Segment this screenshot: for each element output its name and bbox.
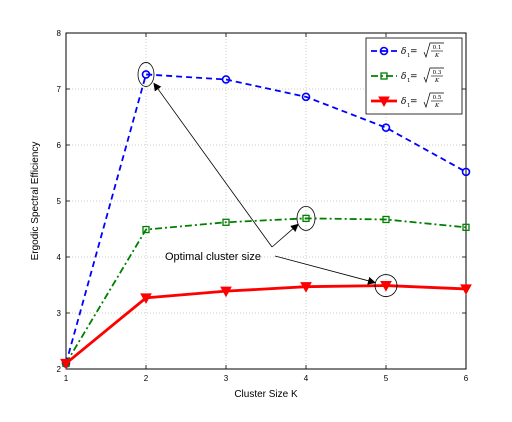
legend-marker bbox=[380, 72, 388, 80]
y-tick-label: 6 bbox=[57, 141, 62, 150]
data-point bbox=[141, 70, 151, 79]
legend-sqrt bbox=[423, 92, 444, 109]
series-3 bbox=[60, 281, 472, 370]
legend-numerator: 0.5 bbox=[433, 95, 442, 101]
x-tick-label: 1 bbox=[64, 374, 69, 383]
annotation-arrow bbox=[271, 223, 299, 248]
legend-subscript: 1 bbox=[407, 103, 411, 109]
series-line bbox=[65, 284, 467, 365]
x-axis-label: Cluster Size K bbox=[234, 389, 298, 400]
data-point bbox=[220, 286, 232, 298]
y-axis-label: Ergodic Spectral Efficiency bbox=[30, 142, 41, 261]
annotation: Optimal cluster size bbox=[137, 62, 398, 297]
series-1 bbox=[61, 70, 471, 368]
x-tick-label: 2 bbox=[144, 374, 149, 383]
legend-sqrt bbox=[423, 42, 444, 59]
data-point bbox=[142, 225, 150, 234]
x-tick-label: 4 bbox=[304, 374, 309, 383]
legend-equals: = bbox=[410, 97, 418, 107]
legend-subscript: 1 bbox=[407, 53, 411, 59]
data-point bbox=[301, 92, 311, 102]
legend-symbol: δ bbox=[401, 47, 406, 57]
y-tick-label: 3 bbox=[57, 309, 62, 318]
legend-denominator: K bbox=[434, 103, 440, 109]
data-point bbox=[460, 284, 472, 295]
legend-symbol: δ bbox=[401, 97, 406, 107]
legend-denominator: K bbox=[434, 78, 440, 84]
annotation-text: Optimal cluster size bbox=[165, 251, 261, 263]
annotation-arrow bbox=[274, 255, 376, 285]
data-point bbox=[302, 214, 310, 223]
highlight-ellipse bbox=[296, 205, 316, 231]
data-point bbox=[300, 282, 312, 293]
y-tick-label: 5 bbox=[57, 197, 62, 206]
legend-numerator: 0.1 bbox=[433, 45, 442, 51]
y-tick-label: 4 bbox=[57, 253, 62, 262]
y-tick-label: 2 bbox=[57, 365, 62, 374]
legend-sqrt bbox=[423, 67, 444, 84]
y-tick-label: 8 bbox=[57, 29, 62, 38]
y-tick-label: 7 bbox=[57, 85, 62, 94]
series-line bbox=[65, 217, 467, 364]
highlight-ellipse bbox=[137, 62, 155, 87]
legend-numerator: 0.3 bbox=[433, 70, 442, 76]
legend-subscript: 1 bbox=[407, 78, 411, 84]
x-tick-label: 5 bbox=[384, 374, 389, 383]
series-line bbox=[65, 73, 467, 364]
data-point bbox=[60, 358, 72, 370]
highlight-ellipse bbox=[374, 274, 398, 297]
data-point bbox=[462, 223, 470, 231]
legend-marker bbox=[378, 96, 390, 108]
data-point bbox=[461, 167, 471, 177]
x-tick-label: 3 bbox=[224, 374, 229, 383]
data-point bbox=[381, 123, 391, 132]
annotation-arrow bbox=[153, 82, 273, 248]
legend-denominator: K bbox=[434, 53, 440, 59]
data-point bbox=[140, 293, 152, 304]
legend-marker bbox=[379, 46, 389, 56]
legend-symbol: δ bbox=[401, 72, 406, 82]
legend-equals: = bbox=[410, 72, 418, 82]
data-point bbox=[380, 281, 392, 292]
data-point bbox=[382, 215, 390, 224]
x-tick-label: 6 bbox=[464, 374, 469, 383]
data-point bbox=[221, 75, 231, 84]
data-point bbox=[222, 218, 230, 226]
series bbox=[60, 70, 472, 370]
legend-equals: = bbox=[410, 47, 418, 57]
